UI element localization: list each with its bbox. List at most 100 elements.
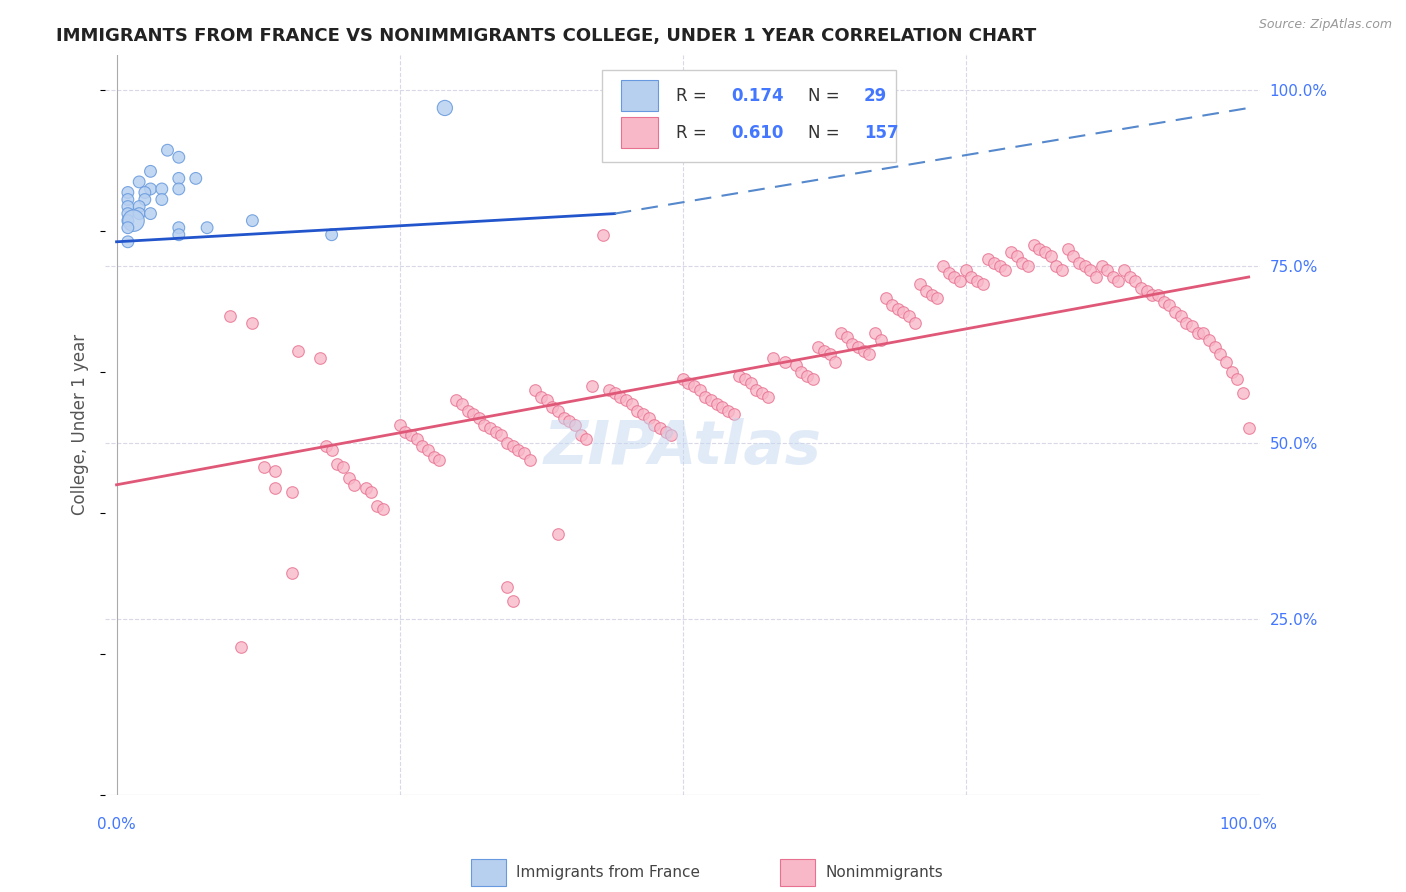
Point bbox=[128, 206, 150, 220]
Point bbox=[949, 273, 972, 287]
Point bbox=[1062, 249, 1084, 263]
Point bbox=[553, 410, 575, 425]
Point bbox=[620, 397, 643, 411]
Point bbox=[648, 421, 671, 435]
Point bbox=[1101, 270, 1123, 285]
Point bbox=[399, 428, 422, 442]
Point bbox=[405, 432, 427, 446]
Point bbox=[134, 186, 156, 200]
Point bbox=[943, 270, 966, 285]
Point bbox=[994, 263, 1017, 277]
Point bbox=[915, 284, 938, 298]
Text: Nonimmigrants: Nonimmigrants bbox=[825, 865, 943, 880]
Point bbox=[1090, 260, 1112, 274]
Text: N =: N = bbox=[808, 87, 845, 105]
Point bbox=[835, 330, 858, 344]
Point bbox=[281, 566, 304, 580]
Point bbox=[643, 417, 665, 432]
Point bbox=[139, 164, 162, 178]
Point bbox=[541, 401, 564, 415]
Point bbox=[463, 408, 485, 422]
Point bbox=[315, 439, 337, 453]
Point bbox=[547, 527, 569, 541]
Point bbox=[229, 640, 252, 654]
Point bbox=[366, 499, 388, 513]
Point bbox=[869, 334, 891, 348]
Point bbox=[734, 372, 756, 386]
Point bbox=[309, 351, 332, 365]
FancyBboxPatch shape bbox=[602, 70, 896, 162]
Point bbox=[762, 351, 785, 365]
Point bbox=[156, 143, 179, 157]
Point bbox=[150, 193, 173, 207]
Point bbox=[1153, 294, 1175, 309]
Point bbox=[502, 594, 524, 608]
Point bbox=[218, 309, 240, 323]
Point bbox=[474, 417, 496, 432]
Point bbox=[824, 354, 846, 368]
Point bbox=[1147, 287, 1170, 301]
Point bbox=[1181, 319, 1204, 334]
Point bbox=[1067, 256, 1090, 270]
Point bbox=[321, 442, 343, 457]
Point bbox=[751, 386, 773, 401]
Point bbox=[1164, 305, 1187, 319]
Point bbox=[128, 175, 150, 189]
Point bbox=[904, 316, 927, 330]
Text: 29: 29 bbox=[863, 87, 887, 105]
Point bbox=[496, 580, 519, 594]
Point bbox=[830, 326, 852, 341]
Point bbox=[1084, 270, 1107, 285]
Point bbox=[167, 182, 190, 196]
Point bbox=[427, 453, 450, 467]
Point bbox=[1204, 340, 1226, 354]
Point bbox=[756, 390, 779, 404]
Point bbox=[700, 393, 723, 408]
Point bbox=[711, 401, 734, 415]
Point bbox=[485, 425, 508, 439]
Point bbox=[1215, 354, 1237, 368]
Point bbox=[411, 439, 433, 453]
Point bbox=[745, 383, 768, 397]
Point bbox=[893, 305, 915, 319]
FancyBboxPatch shape bbox=[621, 80, 658, 112]
Point bbox=[659, 428, 682, 442]
Point bbox=[1237, 421, 1260, 435]
Text: Immigrants from France: Immigrants from France bbox=[516, 865, 700, 880]
Point bbox=[790, 365, 813, 379]
Point bbox=[433, 101, 456, 115]
Text: 157: 157 bbox=[863, 124, 898, 142]
Point bbox=[592, 227, 614, 242]
Point bbox=[167, 227, 190, 242]
Point bbox=[813, 343, 835, 358]
Point bbox=[717, 404, 740, 418]
Point bbox=[1033, 245, 1056, 260]
Point bbox=[167, 220, 190, 235]
Point bbox=[637, 410, 659, 425]
Point bbox=[977, 252, 1000, 267]
Point bbox=[598, 383, 620, 397]
Point bbox=[117, 186, 139, 200]
Point bbox=[938, 267, 960, 281]
Point bbox=[1073, 260, 1095, 274]
Point bbox=[508, 442, 530, 457]
Point bbox=[354, 481, 377, 495]
Point bbox=[117, 213, 139, 227]
Point bbox=[807, 340, 830, 354]
Point bbox=[139, 182, 162, 196]
Point bbox=[422, 450, 444, 464]
Point bbox=[740, 376, 762, 390]
Point bbox=[1056, 242, 1078, 256]
Point bbox=[1039, 249, 1062, 263]
Point bbox=[728, 368, 751, 383]
Point bbox=[547, 404, 569, 418]
Point bbox=[134, 193, 156, 207]
Point bbox=[575, 432, 598, 446]
Point bbox=[671, 372, 693, 386]
Point bbox=[468, 410, 491, 425]
Point bbox=[932, 260, 955, 274]
Point bbox=[326, 457, 349, 471]
Point bbox=[960, 270, 983, 285]
Y-axis label: College, Under 1 year: College, Under 1 year bbox=[72, 334, 89, 516]
Point bbox=[1108, 273, 1130, 287]
